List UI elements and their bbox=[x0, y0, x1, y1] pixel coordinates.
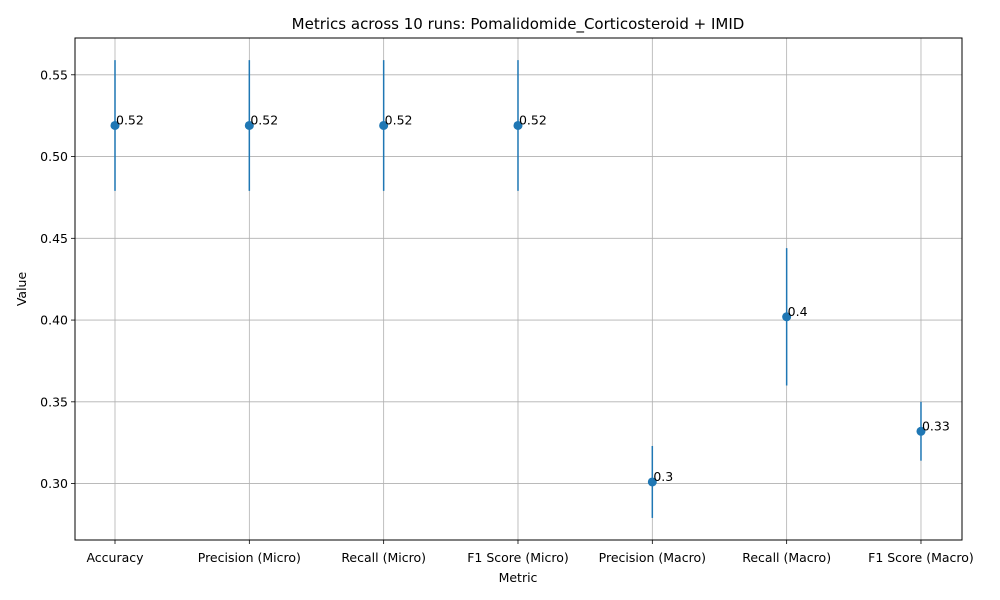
y-axis-label: Value bbox=[14, 272, 29, 307]
y-tick-label: 0.55 bbox=[40, 67, 68, 82]
y-tick-label: 0.50 bbox=[40, 149, 68, 164]
y-tick-label: 0.35 bbox=[40, 394, 68, 409]
y-axis: 0.30 0.35 0.40 0.45 0.50 0.55 bbox=[40, 67, 75, 491]
x-tick-label: Recall (Macro) bbox=[742, 550, 831, 565]
data-point bbox=[244, 120, 254, 130]
x-axis-label: Metric bbox=[499, 570, 538, 585]
data-point bbox=[647, 477, 657, 487]
x-tick-label: F1 Score (Macro) bbox=[868, 550, 974, 565]
data-point bbox=[110, 120, 120, 130]
data-label: 0.33 bbox=[922, 418, 950, 433]
data-point bbox=[782, 312, 792, 322]
data-label: 0.52 bbox=[250, 112, 278, 127]
data-label: 0.3 bbox=[653, 469, 673, 484]
data-label: 0.52 bbox=[385, 112, 413, 127]
data-point bbox=[379, 120, 389, 130]
y-tick-label: 0.45 bbox=[40, 231, 68, 246]
y-tick-label: 0.30 bbox=[40, 476, 68, 491]
data-label: 0.4 bbox=[788, 304, 808, 319]
x-tick-label: Precision (Micro) bbox=[198, 550, 301, 565]
x-tick-label: Accuracy bbox=[86, 550, 144, 565]
y-tick-label: 0.40 bbox=[40, 313, 68, 328]
x-tick-label: Precision (Macro) bbox=[599, 550, 706, 565]
data-marks: 0.52 0.52 0.52 0.52 0.3 0.4 0.33 bbox=[110, 60, 950, 518]
data-point bbox=[916, 426, 926, 436]
x-tick-label: Recall (Micro) bbox=[341, 550, 426, 565]
data-label: 0.52 bbox=[116, 112, 144, 127]
x-tick-label: F1 Score (Micro) bbox=[467, 550, 569, 565]
plot-frame bbox=[74, 37, 963, 541]
chart-title: Metrics across 10 runs: Pomalidomide_Cor… bbox=[292, 15, 745, 34]
x-axis: Accuracy Precision (Micro) Recall (Micro) F… bbox=[86, 540, 974, 565]
data-point bbox=[513, 120, 523, 130]
data-label: 0.52 bbox=[519, 112, 547, 127]
